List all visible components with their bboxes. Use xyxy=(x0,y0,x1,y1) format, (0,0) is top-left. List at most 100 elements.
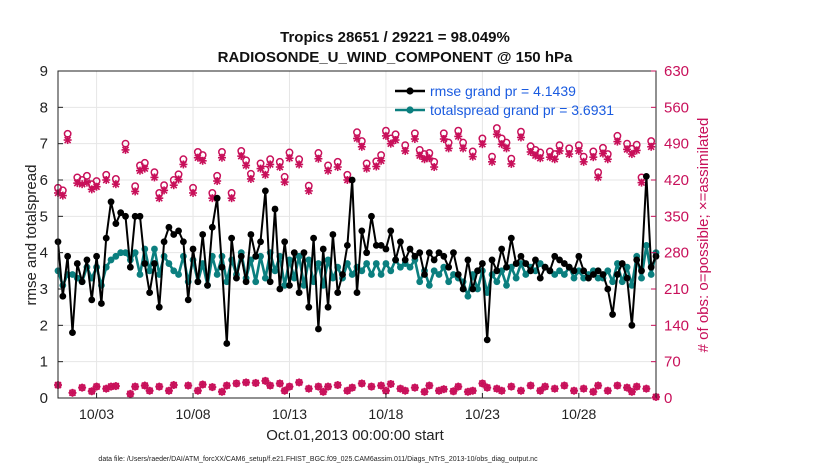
rmse-point xyxy=(628,321,636,329)
rmse-point xyxy=(252,252,260,260)
spread-point xyxy=(609,278,616,286)
rmse-point xyxy=(454,271,462,278)
obs-assimilated-marker xyxy=(627,150,636,159)
rmse-point xyxy=(98,300,105,307)
obs-assimilated-marker xyxy=(565,150,574,159)
rmse-point xyxy=(59,292,67,300)
spread-point xyxy=(213,271,221,278)
x-axis-label: Oct.01,2013 00:00:00 start xyxy=(266,427,444,444)
rmse-point xyxy=(430,256,438,264)
obs-assimilated-marker xyxy=(488,157,497,166)
obs-assimilated-marker xyxy=(454,382,463,391)
obs-assimilated-marker xyxy=(483,383,492,392)
obs-assimilated-marker xyxy=(478,140,487,149)
obs-assimilated-marker xyxy=(425,381,434,390)
spread-point xyxy=(623,263,631,271)
rmse-point xyxy=(614,271,621,278)
spread-point xyxy=(435,271,443,278)
legend-spread-label: totalspread grand pr = 3.6931 xyxy=(430,102,614,118)
obs-assimilated-marker xyxy=(198,380,207,389)
obs-assimilated-marker xyxy=(343,386,352,395)
obs-assimilated-marker xyxy=(275,379,284,388)
obs-assimilated-marker xyxy=(242,378,251,387)
rmse-point xyxy=(397,238,404,246)
rmse-point xyxy=(155,303,163,311)
obs-assimilated-marker xyxy=(174,175,183,184)
y-tick-label: 6 xyxy=(40,172,48,189)
rmse-point xyxy=(565,263,573,271)
obs-assimilated-marker xyxy=(550,155,559,164)
obs-assimilated-marker xyxy=(232,379,241,388)
spread-point xyxy=(358,267,366,275)
obs-assimilated-marker xyxy=(155,382,164,391)
rmse-point xyxy=(411,252,419,260)
rmse-point xyxy=(503,263,510,271)
obs-assimilated-marker xyxy=(516,133,525,142)
rmse-point xyxy=(339,271,346,278)
rmse-point xyxy=(88,296,96,304)
rmse-point xyxy=(242,278,250,286)
spread-point xyxy=(440,263,448,271)
spread-point xyxy=(223,278,231,286)
rmse-point xyxy=(64,252,72,260)
obs-assimilated-marker xyxy=(266,381,275,390)
obs-assimilated-marker xyxy=(227,194,236,203)
spread-point xyxy=(281,281,289,289)
spread-point xyxy=(122,249,129,257)
obs-assimilated-marker xyxy=(324,382,333,391)
obs-assimilated-marker xyxy=(78,383,87,392)
rmse-point xyxy=(363,249,371,257)
rmse-point xyxy=(507,234,515,242)
obs-assimilated-marker xyxy=(333,163,342,172)
spread-point xyxy=(512,274,520,282)
chart-title: Tropics 28651 / 29221 = 98.049% xyxy=(280,29,510,46)
rmse-point xyxy=(425,249,433,257)
y-tick-label: 4 xyxy=(40,245,48,262)
obs-assimilated-marker xyxy=(391,136,400,145)
obs-assimilated-marker xyxy=(507,159,516,168)
rmse-point xyxy=(609,311,616,318)
obs-assimilated-marker xyxy=(574,146,583,155)
spread-point xyxy=(493,278,501,286)
rmse-point xyxy=(580,267,588,275)
obs-assimilated-marker xyxy=(362,164,371,173)
obs-assimilated-marker xyxy=(150,173,159,182)
obs-assimilated-marker xyxy=(430,163,439,172)
obs-assimilated-marker xyxy=(169,381,178,390)
obs-assimilated-marker xyxy=(304,384,313,393)
rmse-point xyxy=(179,238,187,246)
obs-assimilated-marker xyxy=(266,160,275,169)
rmse-layer xyxy=(54,172,660,347)
rmse-point xyxy=(570,267,578,275)
x-tick-label: 10/28 xyxy=(561,406,596,422)
rmse-point xyxy=(213,194,221,202)
obs-assimilated-marker xyxy=(570,386,579,395)
obs-assimilated-marker xyxy=(386,379,395,388)
spread-point xyxy=(261,274,269,282)
spread-point xyxy=(483,289,491,297)
obs-assimilated-marker xyxy=(444,144,453,153)
rmse-point xyxy=(305,303,313,311)
y-tick-label: 8 xyxy=(40,99,48,116)
rmse-point xyxy=(83,256,91,264)
spread-point xyxy=(377,271,385,278)
obs-assimilated-marker xyxy=(603,386,612,395)
obs-assimilated-marker xyxy=(526,381,535,390)
x-tick-label: 10/08 xyxy=(176,406,211,422)
rmse-point xyxy=(319,245,327,253)
rmse-point xyxy=(107,198,115,206)
y-tick-label: 7 xyxy=(40,136,48,153)
obs-assimilated-marker xyxy=(348,383,357,392)
obs-assimilated-marker xyxy=(92,182,101,191)
rmse-point xyxy=(334,289,342,297)
legend-rmse-marker xyxy=(406,87,414,95)
y-right-tick-label: 350 xyxy=(664,208,689,225)
rmse-point xyxy=(175,227,182,235)
grid-layer xyxy=(58,70,656,399)
obs-assimilated-marker xyxy=(550,384,559,393)
y-tick-label: 3 xyxy=(40,281,48,298)
rmse-point xyxy=(638,267,645,275)
obs-assimilated-marker xyxy=(497,386,506,395)
spread-point xyxy=(170,267,178,275)
